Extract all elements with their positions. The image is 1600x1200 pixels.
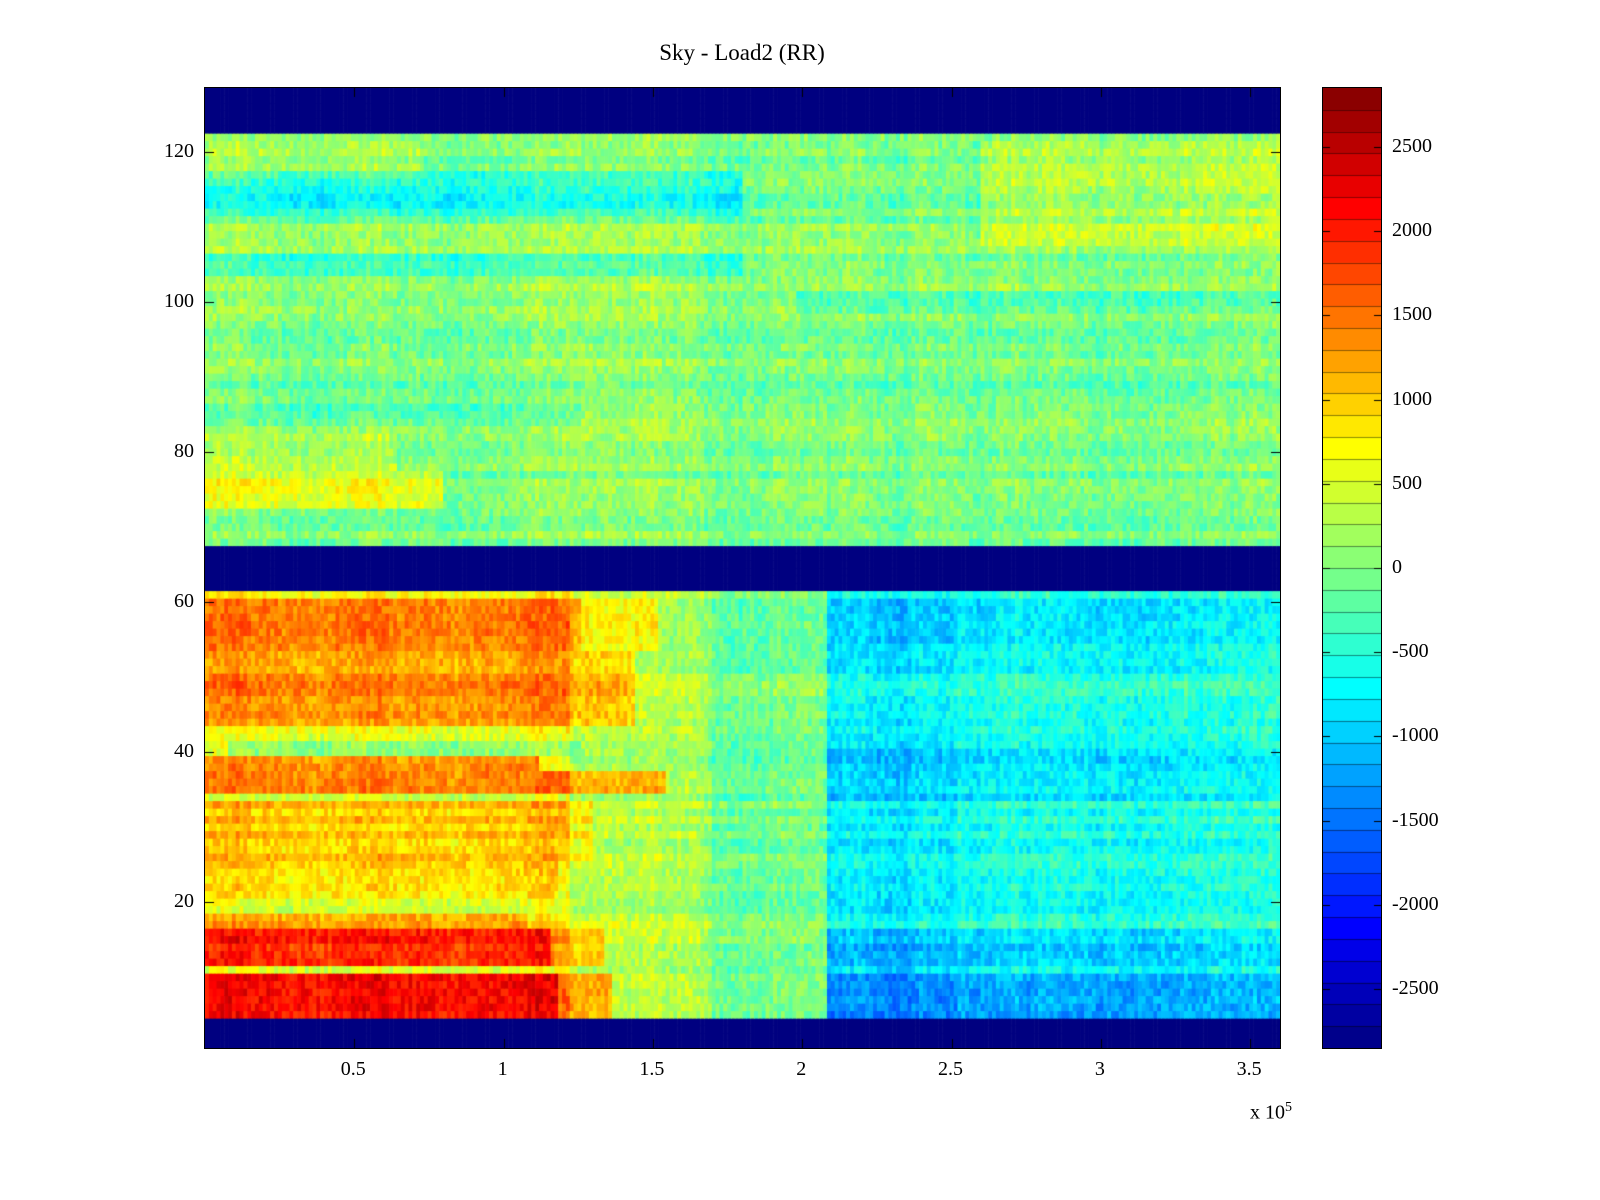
y-tick-label: 20 bbox=[174, 889, 194, 912]
x-axis-exponent-mantissa: x 10 bbox=[1250, 1101, 1285, 1124]
plot-title: Sky - Load2 (RR) bbox=[659, 40, 825, 65]
x-axis-exponent-label: x 105 bbox=[1250, 1100, 1292, 1125]
colorbar-tick-label: 2000 bbox=[1392, 219, 1432, 242]
x-tick-label: 1.5 bbox=[639, 1058, 665, 1080]
colorbar-canvas bbox=[1323, 88, 1381, 1048]
x-tick-label: 0.5 bbox=[340, 1058, 366, 1080]
y-tick-label: 60 bbox=[174, 589, 194, 612]
y-tick-label: 100 bbox=[164, 289, 194, 312]
x-tick-label: 1 bbox=[497, 1058, 508, 1080]
colorbar-tick-label: 2500 bbox=[1392, 134, 1432, 157]
x-tick-label: 3.5 bbox=[1236, 1058, 1262, 1080]
colorbar-tick-label: -1500 bbox=[1392, 808, 1439, 831]
heatmap-plot-area bbox=[204, 87, 1281, 1049]
x-tick-label: 2.5 bbox=[938, 1058, 964, 1080]
colorbar-tick-label: 0 bbox=[1392, 556, 1402, 578]
colorbar-tick-label: -500 bbox=[1392, 640, 1429, 663]
colorbar-tick-label: 1500 bbox=[1392, 303, 1432, 326]
colorbar-tick-label: -2000 bbox=[1392, 892, 1439, 915]
heatmap-canvas bbox=[205, 88, 1280, 1048]
colorbar bbox=[1322, 87, 1382, 1049]
colorbar-tick-label: 1000 bbox=[1392, 387, 1432, 410]
colorbar-tick-label: 500 bbox=[1392, 471, 1422, 494]
x-axis-exponent-power: 5 bbox=[1285, 1100, 1292, 1115]
colorbar-tick-label: -2500 bbox=[1392, 977, 1439, 1000]
y-tick-label: 80 bbox=[174, 439, 194, 462]
colorbar-tick-label: -1000 bbox=[1392, 724, 1439, 747]
y-tick-label: 120 bbox=[164, 139, 194, 162]
y-tick-label: 40 bbox=[174, 739, 194, 762]
x-tick-label: 3 bbox=[1094, 1058, 1105, 1080]
x-tick-label: 2 bbox=[796, 1058, 807, 1080]
